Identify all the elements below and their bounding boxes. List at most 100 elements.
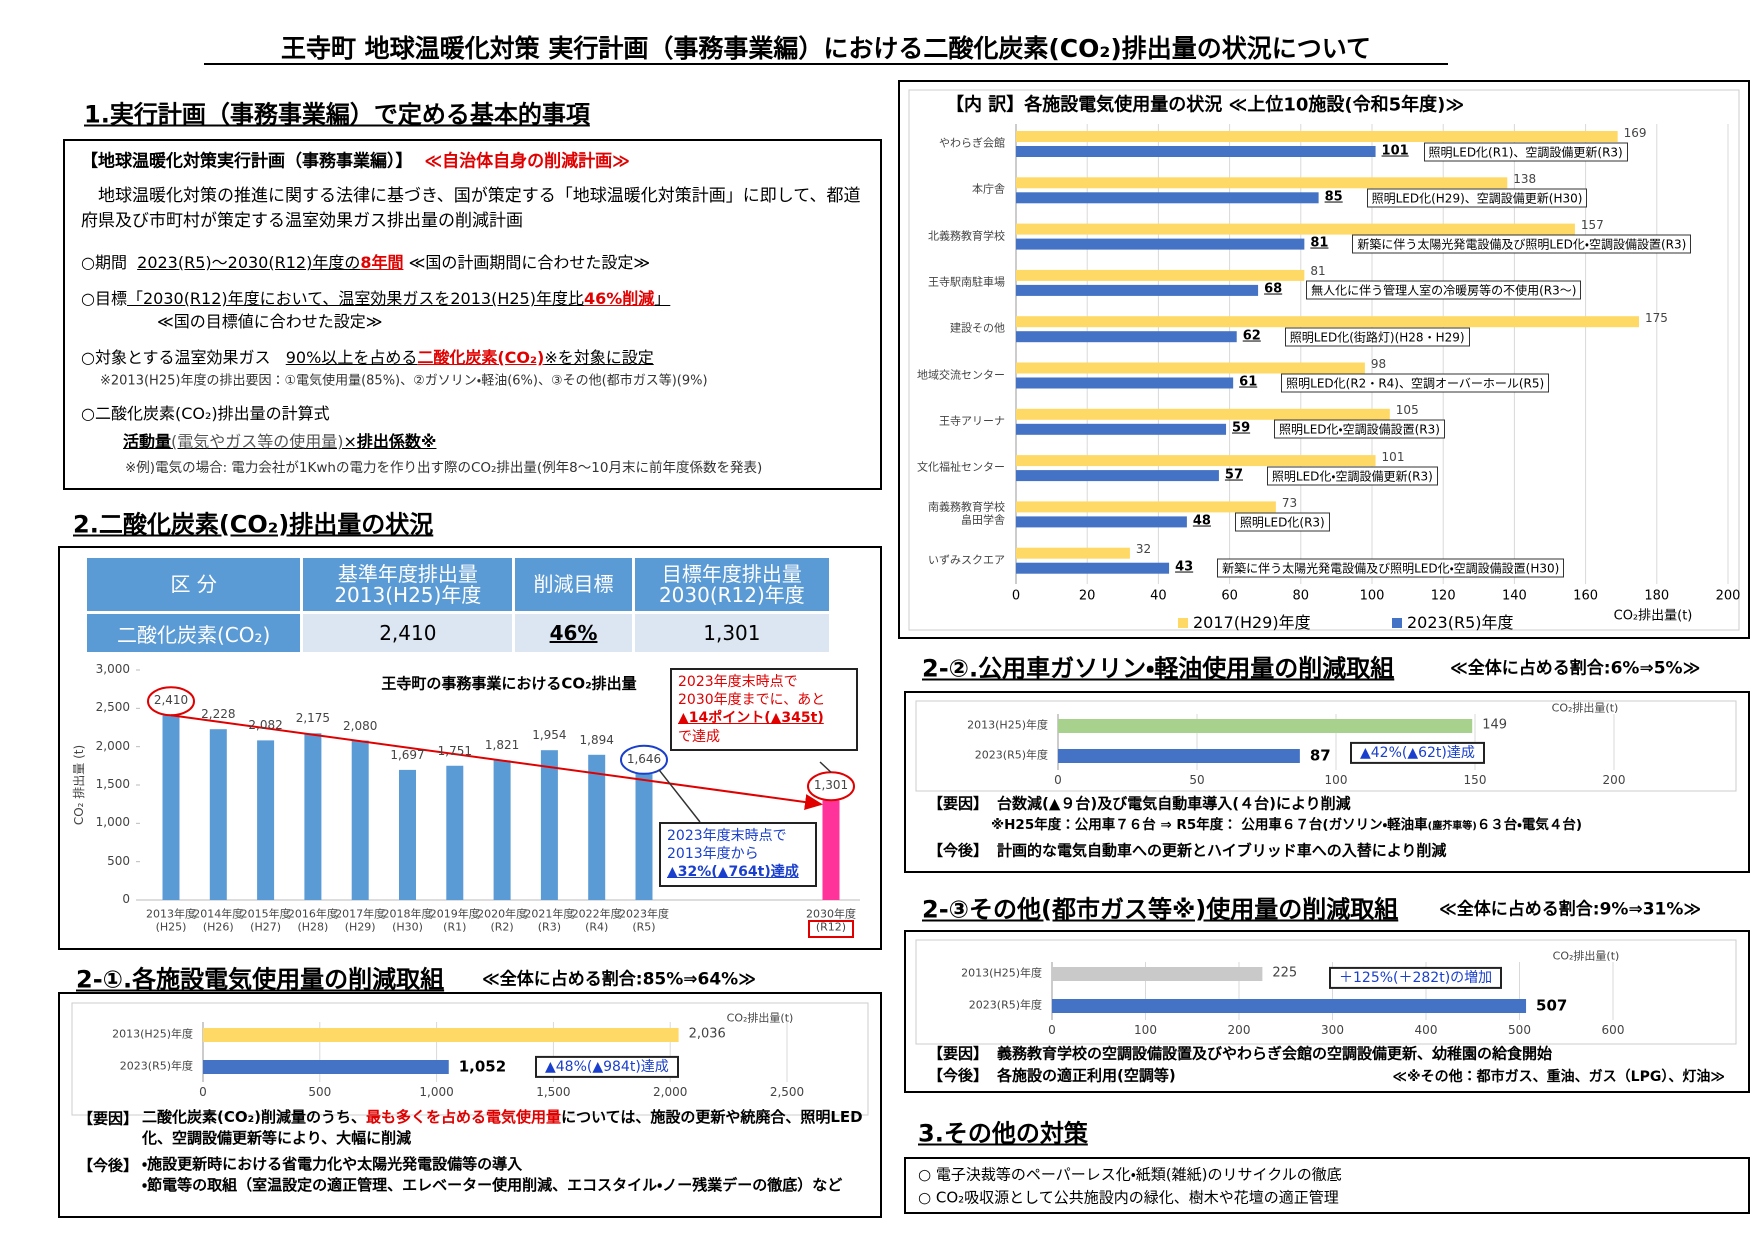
x-tick-label: 400: [1414, 1023, 1438, 1038]
bar: [1016, 362, 1365, 374]
x-axis-label: CO₂排出量(t): [1552, 949, 1620, 963]
x-tick-label: 20: [1078, 588, 1096, 604]
x-tick-label: 600: [1601, 1023, 1625, 1038]
bar: [203, 1028, 679, 1042]
goal-close: 」: [654, 289, 671, 308]
note: 照明LED化(R3): [1234, 512, 1330, 532]
box-title-text: 【地球温暖化対策実行計画（事務事業編）】: [81, 151, 413, 172]
section1-box: [63, 139, 882, 490]
x-tick-label: 180: [1644, 588, 1670, 604]
note: 照明LED化・空調設備設置(R3): [1274, 419, 1445, 439]
y-tick-label: 500: [107, 853, 130, 868]
value-label: 1,821: [484, 738, 520, 753]
value-label: 81: [1310, 235, 1329, 251]
x-tick-label: 200: [1715, 588, 1741, 604]
annotation-line: 2030年度までに、あと: [678, 692, 826, 709]
x-tick-label: 100: [1359, 588, 1385, 604]
formula-factor: 排出係数※: [356, 432, 437, 451]
target-label: ○対象とする温室効果ガス: [81, 348, 271, 367]
annotation-line: 2023年度末時点で: [667, 828, 787, 844]
section-share: ≪全体に占める割合:9%⇒31%≫: [1439, 899, 1702, 920]
bar: [1016, 316, 1639, 328]
value-label: 68: [1264, 281, 1283, 297]
target-text: ※を対象に設定: [544, 348, 654, 367]
goal: ○目標「2030(R12)年度において、温室効果ガスを2013(H25)年度比4…: [81, 285, 670, 309]
value-label: 2,228: [201, 707, 236, 722]
bar: [1016, 547, 1130, 559]
x-tick-label: 2018年度 (H30): [382, 907, 433, 933]
x-tick-label: 2021年度 (R3): [524, 907, 575, 933]
section2-box: [58, 546, 882, 950]
x-tick-label: 1,500: [536, 1085, 571, 1100]
period-note: ≪国の計画期間に合わせた設定≫: [408, 253, 651, 272]
section-heading: 2-①.各施設電気使用量の削減取組: [76, 965, 445, 994]
table-header-cell: 目標年度排出量 2030(R12)年度: [634, 558, 829, 612]
note: 照明LED化(H29)、空調設備更新(H30): [1366, 188, 1588, 208]
x-tick-label: 0: [1054, 773, 1062, 788]
chart-frame: [915, 939, 1737, 1045]
y-tick-label: 2,500: [95, 700, 130, 715]
bar: [1016, 146, 1376, 157]
y-tick-label: 地域交流センター: [917, 368, 1005, 382]
bar: [822, 800, 840, 900]
connector: [819, 761, 832, 773]
bar: [399, 769, 416, 900]
cause-text: 二酸化炭素(CO₂)削減量のうち、最も多くを占める電気使用量については、施設の更…: [142, 1107, 874, 1149]
x-tick-label: 2014年度 (H26): [193, 907, 244, 933]
formula-note: ※例)電気の場合: 電力会社が1Kwhの電力を作り出す際のCO₂排出量(例年8～…: [125, 460, 763, 476]
chart-frame: [908, 89, 1740, 631]
x-tick-label: 2,000: [653, 1085, 688, 1100]
cause-text: 台数減(▲９台)及び電気自動車導入(４台)により削減: [997, 794, 1351, 813]
section2-3-box: [904, 930, 1750, 1093]
note: 無人化に伴う管理人室の冷暖房等の不使用(R3～): [1306, 280, 1582, 300]
bar: [1016, 377, 1234, 389]
annotation: ▲48%(▲984t)達成: [535, 1055, 679, 1079]
measure-item: ○ 電子決裁等のペーパーレス化・紙類(雑紙)のリサイクルの徹底: [918, 1165, 1342, 1184]
chart-frame: [915, 700, 1737, 792]
section2-1-box: [58, 992, 882, 1218]
value-label: 61: [1239, 374, 1258, 390]
annotation: ＋125%(＋282t)の増加: [1329, 966, 1503, 990]
value-label: 1,954: [532, 728, 567, 743]
period-range: 2023(R5)～2030(R12)年度の: [137, 253, 361, 272]
y-tick-label: 1,500: [95, 777, 130, 792]
bar: [1016, 223, 1575, 235]
x-tick-label: 2023年度 (R5): [619, 907, 669, 933]
bar: [1016, 562, 1170, 574]
x-tick-label: 2017年度 (H29): [335, 907, 386, 933]
y-tick-label: 1,000: [95, 815, 130, 830]
bar: [1016, 269, 1305, 281]
table-cell: 2,410: [303, 614, 513, 652]
table-header-cell: 削減目標: [515, 558, 632, 612]
value-label: 1,697: [390, 747, 425, 762]
section-heading: 2-③その他(都市ガス等※)使用量の削減取組: [922, 895, 1399, 924]
summary-table: 区 分 基準年度排出量 2013(H25)年度 削減目標 目標年度排出量 203…: [84, 555, 832, 655]
note: 新築に伴う太陽光発電設備及び照明LED化・空調設備設置(R3): [1352, 234, 1692, 254]
value-label: 81: [1310, 264, 1326, 279]
value-label: 2,410: [153, 693, 189, 708]
period: ○期間 2023(R5)～2030(R12)年度の8年間 ≪国の計画期間に合わせ…: [81, 249, 650, 273]
value-label: 1,301: [813, 778, 849, 793]
cause-text: 義務教育学校の空調設備設置及びやわらぎ会館の空調設備更新、幼稚園の給食開始: [997, 1044, 1553, 1063]
bar: [1058, 749, 1300, 763]
section2-2-box: [904, 691, 1750, 873]
value-label: 1,646: [626, 751, 662, 766]
x-tick-label: 0: [199, 1085, 207, 1100]
y-tick-label: 王寺アリーナ: [939, 414, 1005, 428]
connector: [658, 769, 701, 823]
y-tick-label: 0: [122, 892, 130, 907]
formula-title: ○二酸化炭素(CO₂)排出量の計算式: [81, 404, 330, 423]
target-note: ※2013(H25)年度の排出要因：①電気使用量(85%)、②ガソリン・軽油(6…: [100, 373, 708, 389]
bar: [1016, 501, 1276, 513]
value-label: 2,175: [295, 711, 331, 726]
value-label: 87: [1309, 746, 1331, 765]
x-tick-label: 2016年度 (H28): [287, 907, 338, 933]
bar: [1016, 331, 1237, 343]
cause-label: 【要因】: [928, 1044, 989, 1063]
bar: [1016, 238, 1305, 250]
x-tick-label: 150: [1463, 773, 1487, 788]
bar: [1016, 470, 1219, 482]
bar: [1052, 999, 1527, 1013]
x-tick-label: 2020年度 (R2): [477, 907, 528, 933]
